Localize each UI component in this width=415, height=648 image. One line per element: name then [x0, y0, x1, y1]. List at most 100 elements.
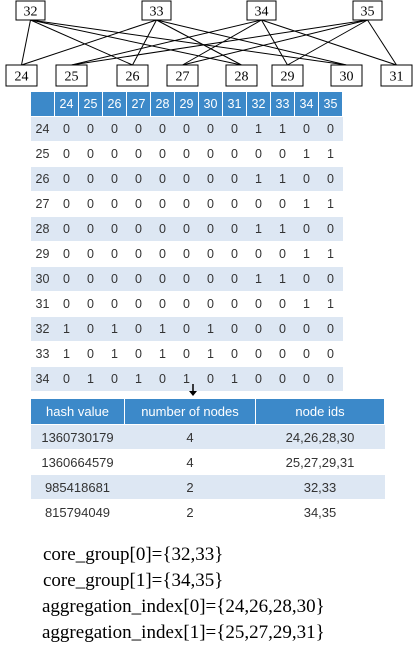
matrix-cell: 1 [174, 366, 199, 392]
matrix-cell: 0 [102, 366, 127, 392]
matrix-cell: 0 [54, 216, 79, 242]
graph-edge [30, 19, 242, 66]
aggregation-node-label-26: 26 [126, 70, 140, 85]
graph-edge [21, 19, 31, 66]
matrix-column-header: 32 [246, 91, 271, 117]
matrix-cell: 0 [318, 316, 343, 342]
matrix-cell: 0 [126, 266, 151, 292]
hash-table: hash value number of nodes node ids 1360… [30, 398, 385, 525]
matrix-cell: 0 [150, 216, 175, 242]
matrix-cell: 0 [222, 341, 247, 367]
aggregation-node-label-27: 27 [176, 70, 190, 85]
matrix-cell: 0 [54, 116, 79, 142]
matrix-cell: 0 [150, 141, 175, 167]
aggregation-node-label-29: 29 [281, 70, 295, 85]
aggregation-node-box-24 [5, 64, 38, 87]
matrix-cell: 1 [294, 141, 319, 167]
matrix-row: 25 0 0 0 0 0 0 0 0 0 0 1 1 [30, 141, 343, 167]
matrix-cell: 0 [294, 116, 319, 142]
matrix-cell: 0 [198, 216, 223, 242]
graph-edge [261, 19, 397, 66]
matrix-cell: 0 [198, 116, 223, 142]
matrix-cell: 0 [150, 116, 175, 142]
matrix-cell: 1 [246, 116, 271, 142]
matrix-cell: 1 [222, 366, 247, 392]
matrix-cell: 0 [318, 216, 343, 242]
matrix-cell: 0 [246, 341, 271, 367]
matrix-cell: 0 [78, 341, 103, 367]
matrix-cell: 0 [54, 166, 79, 192]
matrix-cell: 0 [318, 266, 343, 292]
core-node-label-35: 35 [361, 5, 375, 20]
aggregation-node-label-24: 24 [15, 70, 29, 85]
node-ids-cell: 24,26,28,30 [255, 424, 385, 450]
matrix-cell: 0 [78, 216, 103, 242]
node-count-cell: 2 [124, 474, 256, 500]
aggregation-node-label-28: 28 [235, 70, 249, 85]
matrix-cell: 0 [222, 291, 247, 317]
adjacency-matrix: 24 25 26 27 28 29 30 31 32 33 34 35 24 0 0 0 0 0 0 0 0 1 1 0 0 2… [30, 91, 343, 416]
matrix-corner-cell [30, 91, 55, 117]
matrix-cell: 0 [102, 291, 127, 317]
matrix-cell: 0 [270, 241, 295, 267]
matrix-cell: 0 [126, 116, 151, 142]
matrix-cell: 0 [246, 291, 271, 317]
matrix-cell: 1 [54, 341, 79, 367]
aggregation-node-label-31: 31 [390, 70, 404, 85]
matrix-cell: 0 [198, 266, 223, 292]
bipartite-graph: 32 33 34 35 24 25 26 27 28 29 30 31 [5, 0, 413, 87]
matrix-cell: 0 [174, 216, 199, 242]
matrix-cell: 0 [78, 291, 103, 317]
hash-body: 1360730179 4 24,26,28,30 1360664579 4 25,27,2… [30, 424, 385, 525]
matrix-cell: 1 [198, 316, 223, 342]
matrix-cell: 1 [246, 216, 271, 242]
matrix-cell: 0 [102, 241, 127, 267]
matrix-cell: 0 [198, 166, 223, 192]
hash-header-row: hash value number of nodes node ids [30, 398, 385, 425]
matrix-cell: 1 [246, 266, 271, 292]
matrix-row: 34 0 1 0 1 0 1 0 1 0 0 0 0 [30, 366, 343, 392]
matrix-cell: 0 [102, 166, 127, 192]
matrix-cell: 0 [270, 366, 295, 392]
matrix-cell: 1 [270, 216, 295, 242]
matrix-row-header: 27 [30, 191, 55, 217]
matrix-row: 28 0 0 0 0 0 0 0 0 1 1 0 0 [30, 216, 343, 242]
matrix-cell: 1 [270, 266, 295, 292]
matrix-column-header: 31 [222, 91, 247, 117]
aggregation-index-0: aggregation_index[0]={24,26,28,30} [42, 596, 325, 617]
matrix-row: 26 0 0 0 0 0 0 0 0 1 1 0 0 [30, 166, 343, 192]
matrix-cell: 0 [126, 241, 151, 267]
matrix-cell: 0 [318, 366, 343, 392]
matrix-cell: 0 [222, 316, 247, 342]
matrix-row: 31 0 0 0 0 0 0 0 0 0 0 1 1 [30, 291, 343, 317]
matrix-cell: 1 [102, 316, 127, 342]
core-node-box-33 [141, 0, 172, 21]
matrix-cell: 0 [150, 241, 175, 267]
matrix-column-header: 34 [294, 91, 319, 117]
core-node-box-34 [246, 0, 277, 21]
aggregation-node-box-28 [225, 64, 258, 87]
matrix-cell: 0 [102, 216, 127, 242]
matrix-cell: 0 [294, 166, 319, 192]
matrix-cell: 0 [78, 316, 103, 342]
hash-value-cell: 1360730179 [30, 424, 125, 450]
matrix-column-header: 28 [150, 91, 175, 117]
matrix-row: 24 0 0 0 0 0 0 0 0 1 1 0 0 [30, 116, 343, 142]
matrix-cell: 1 [294, 241, 319, 267]
matrix-column-header: 33 [270, 91, 295, 117]
matrix-cell: 0 [126, 191, 151, 217]
graph-edge [21, 19, 157, 66]
matrix-cell: 1 [318, 141, 343, 167]
matrix-cell: 0 [150, 266, 175, 292]
matrix-cell: 0 [318, 341, 343, 367]
matrix-cell: 0 [198, 241, 223, 267]
matrix-cell: 0 [318, 116, 343, 142]
matrix-cell: 0 [270, 141, 295, 167]
graph-edge [156, 19, 347, 66]
matrix-cell: 0 [174, 266, 199, 292]
matrix-cell: 0 [54, 266, 79, 292]
graph-edge [30, 19, 133, 66]
matrix-cell: 0 [54, 291, 79, 317]
matrix-cell: 0 [294, 366, 319, 392]
matrix-row-header: 31 [30, 291, 55, 317]
